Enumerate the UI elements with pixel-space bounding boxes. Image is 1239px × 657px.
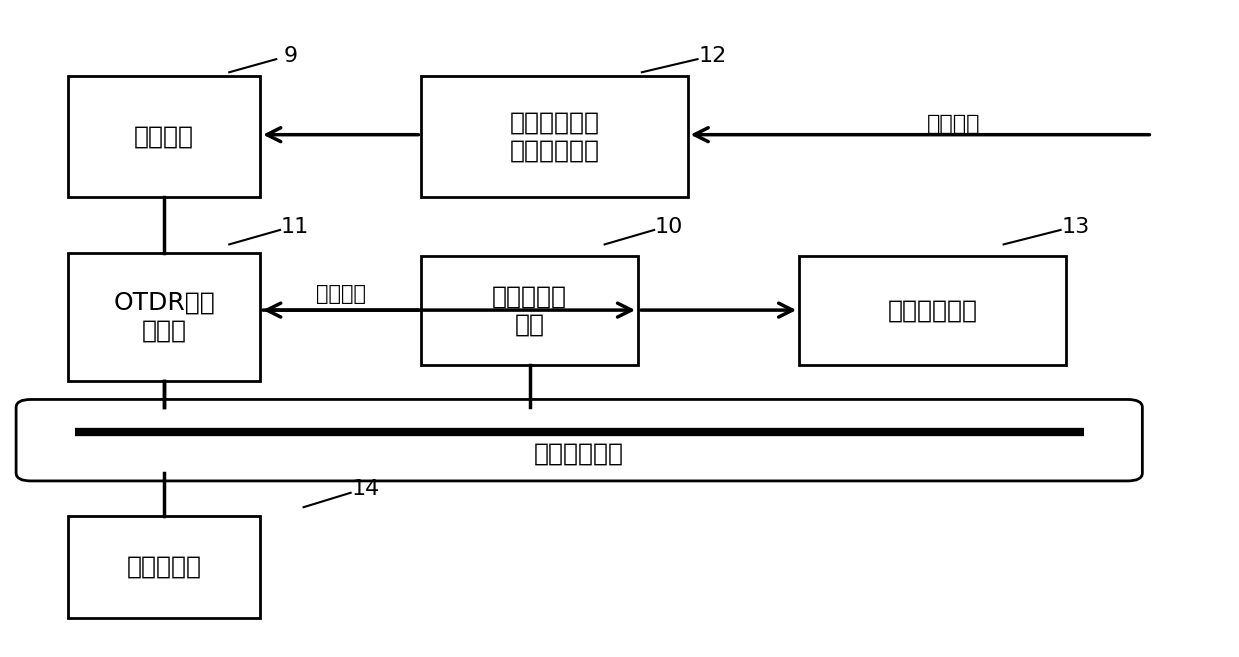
Text: 光开关切换
模块: 光开关切换 模块	[492, 284, 567, 336]
Text: 13: 13	[1062, 217, 1089, 237]
Bar	[421, 76, 688, 197]
Text: 多串口设备: 多串口设备	[126, 555, 202, 579]
Text: 14: 14	[352, 480, 379, 499]
Text: 测试方向: 测试方向	[316, 284, 366, 304]
Bar	[68, 516, 260, 618]
Text: 11: 11	[281, 217, 309, 237]
Text: 12: 12	[699, 46, 726, 66]
Text: 主控模块: 主控模块	[134, 124, 195, 148]
Text: 10: 10	[655, 217, 683, 237]
Text: 波分复用模块: 波分复用模块	[887, 298, 978, 323]
Text: OTDR卡测
试模块: OTDR卡测 试模块	[113, 291, 216, 343]
Bar	[68, 253, 260, 381]
Text: 9: 9	[284, 46, 299, 66]
Text: 光功率监测与
统计分析模块: 光功率监测与 统计分析模块	[509, 110, 600, 162]
Bar	[68, 76, 260, 197]
FancyBboxPatch shape	[16, 399, 1142, 481]
Bar	[799, 256, 1066, 365]
Text: 收光方向: 收光方向	[927, 114, 981, 133]
Text: 监测站以太网: 监测站以太网	[534, 442, 624, 465]
Bar	[421, 256, 638, 365]
